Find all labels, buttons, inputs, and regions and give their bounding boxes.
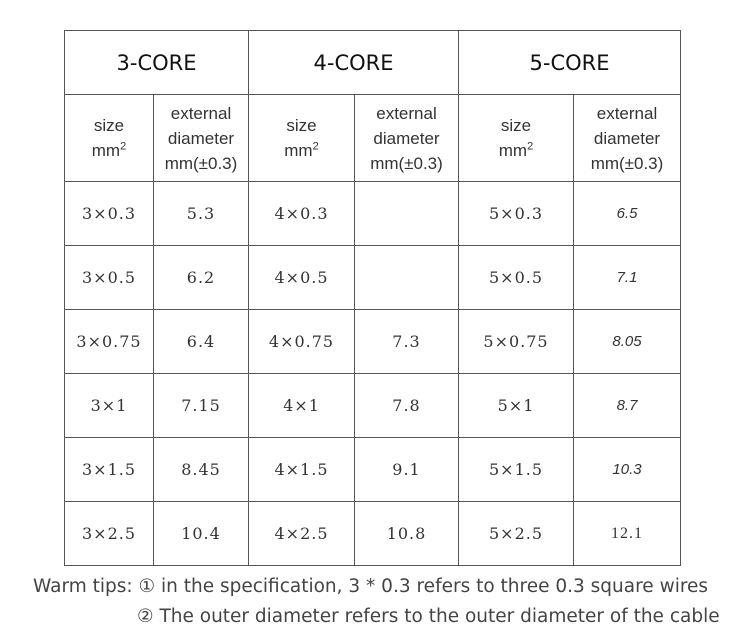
diameter-cell: 7.1 xyxy=(573,245,681,310)
table-row: 3×0.5 6.2 4×0.5 5×0.5 7.1 xyxy=(64,245,681,310)
diameter-cell: 7.8 xyxy=(354,373,459,438)
size-cell: 4×1 xyxy=(248,373,355,438)
size-cell: 3×1 xyxy=(64,373,154,438)
diameter-cell: 7.15 xyxy=(153,373,249,438)
cable-spec-table: 3-CORE 4-CORE 5-CORE size mm2 external d… xyxy=(64,30,681,566)
core-group-header-row: 3-CORE 4-CORE 5-CORE xyxy=(64,30,681,95)
diameter-header-5-core: external diameter mm(±0.3) xyxy=(573,94,681,182)
size-cell: 3×0.75 xyxy=(64,309,154,374)
diameter-cell: 6.2 xyxy=(153,245,249,310)
table-row: 3×2.5 10.4 4×2.5 10.8 5×2.5 12.1 xyxy=(64,501,681,566)
size-cell: 4×1.5 xyxy=(248,437,355,502)
table-row: 3×1 7.15 4×1 7.8 5×1 8.7 xyxy=(64,373,681,438)
diameter-cell: 8.45 xyxy=(153,437,249,502)
size-cell: 5×1.5 xyxy=(458,437,574,502)
warm-tip-line-2: ② The outer diameter refers to the outer… xyxy=(137,606,720,627)
diameter-cell xyxy=(354,181,459,246)
size-cell: 3×0.5 xyxy=(64,245,154,310)
diameter-cell: 6.4 xyxy=(153,309,249,374)
size-cell: 3×1.5 xyxy=(64,437,154,502)
diameter-cell xyxy=(354,245,459,310)
diameter-cell: 5.3 xyxy=(153,181,249,246)
size-cell: 4×0.5 xyxy=(248,245,355,310)
size-cell: 4×0.75 xyxy=(248,309,355,374)
diameter-cell: 10.4 xyxy=(153,501,249,566)
group-header-4-core: 4-CORE xyxy=(248,30,459,95)
size-cell: 3×2.5 xyxy=(64,501,154,566)
size-cell: 4×0.3 xyxy=(248,181,355,246)
table-row: 3×0.3 5.3 4×0.3 5×0.3 6.5 xyxy=(64,181,681,246)
diameter-header-3-core: external diameter mm(±0.3) xyxy=(153,94,249,182)
diameter-cell: 7.3 xyxy=(354,309,459,374)
size-cell: 5×1 xyxy=(458,373,574,438)
size-cell: 3×0.3 xyxy=(64,181,154,246)
table-row: 3×1.5 8.45 4×1.5 9.1 5×1.5 10.3 xyxy=(64,437,681,502)
size-header-3-core: size mm2 xyxy=(64,94,154,182)
diameter-cell: 10.3 xyxy=(573,437,681,502)
size-cell: 4×2.5 xyxy=(248,501,355,566)
group-header-3-core: 3-CORE xyxy=(64,30,249,95)
column-header-row: size mm2 external diameter mm(±0.3) size… xyxy=(64,94,681,182)
group-header-5-core: 5-CORE xyxy=(458,30,681,95)
diameter-cell: 12.1 xyxy=(573,501,681,566)
size-cell: 5×0.3 xyxy=(458,181,574,246)
size-cell: 5×0.75 xyxy=(458,309,574,374)
diameter-cell: 10.8 xyxy=(354,501,459,566)
diameter-cell: 8.7 xyxy=(573,373,681,438)
table-row: 3×0.75 6.4 4×0.75 7.3 5×0.75 8.05 xyxy=(64,309,681,374)
diameter-cell: 6.5 xyxy=(573,181,681,246)
diameter-cell: 9.1 xyxy=(354,437,459,502)
size-header-5-core: size mm2 xyxy=(458,94,574,182)
size-header-4-core: size mm2 xyxy=(248,94,355,182)
diameter-cell: 8.05 xyxy=(573,309,681,374)
warm-tip-line-1: Warm tips: ① in the specification, 3 * 0… xyxy=(33,576,709,597)
diameter-header-4-core: external diameter mm(±0.3) xyxy=(354,94,459,182)
size-cell: 5×2.5 xyxy=(458,501,574,566)
size-cell: 5×0.5 xyxy=(458,245,574,310)
